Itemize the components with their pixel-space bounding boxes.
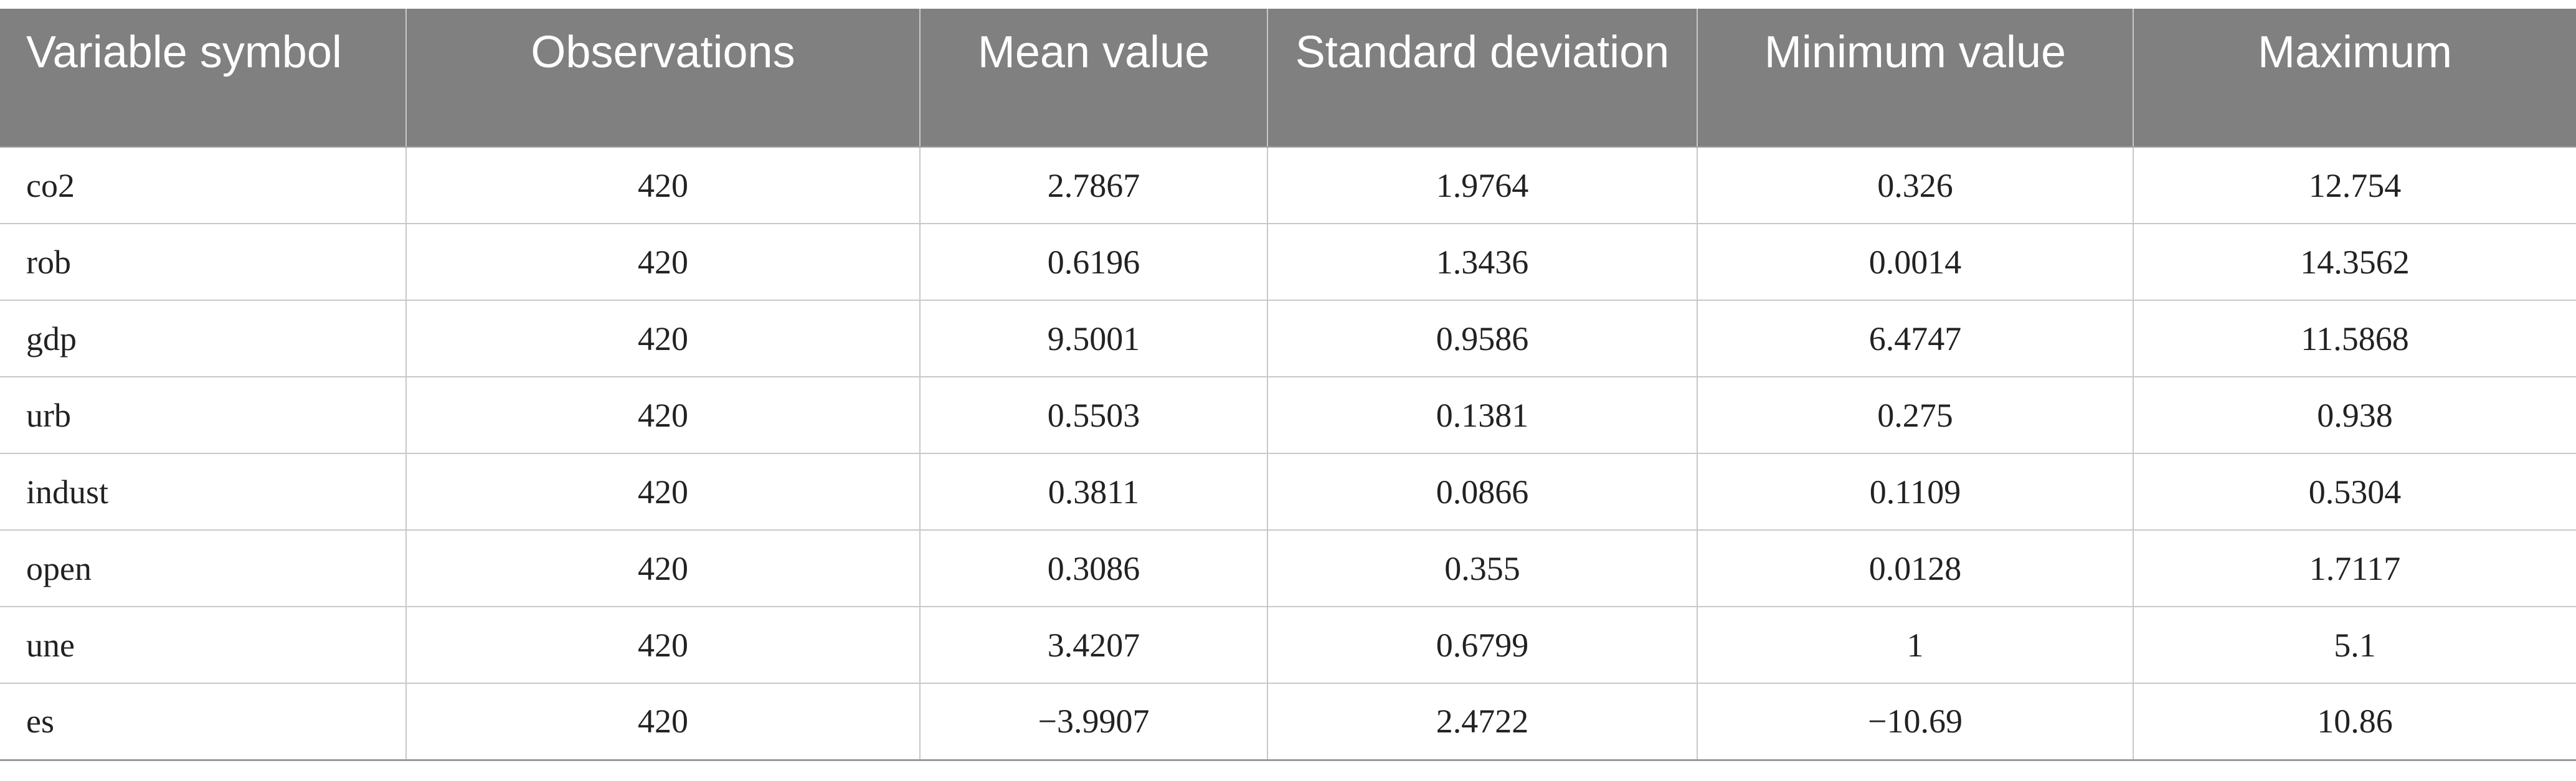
- cell-maximum: 0.938: [2133, 377, 2576, 454]
- cell-std-dev: 2.4722: [1267, 683, 1697, 761]
- cell-observations: 420: [405, 224, 920, 301]
- table-row: co2 420 2.7867 1.9764 0.326 12.754: [0, 147, 2576, 224]
- cell-maximum: 14.3562: [2133, 224, 2576, 301]
- cell-variable: une: [0, 607, 406, 684]
- table-row: rob 420 0.6196 1.3436 0.0014 14.3562: [0, 224, 2576, 301]
- cell-minimum: 0.1109: [1697, 453, 2133, 531]
- cell-maximum: 0.5304: [2133, 453, 2576, 531]
- cell-minimum: −10.69: [1697, 683, 2133, 761]
- cell-observations: 420: [405, 607, 920, 684]
- table-row: une 420 3.4207 0.6799 1 5.1: [0, 607, 2576, 684]
- cell-mean: 0.3086: [919, 530, 1267, 607]
- header-variable-symbol: Variable symbol: [0, 9, 406, 148]
- cell-minimum: 0.0014: [1697, 224, 2133, 301]
- cell-std-dev: 0.9586: [1267, 300, 1697, 377]
- cell-observations: 420: [405, 530, 920, 607]
- cell-observations: 420: [405, 683, 920, 761]
- cell-std-dev: 1.9764: [1267, 147, 1697, 224]
- cell-mean: 9.5001: [919, 300, 1267, 377]
- cell-minimum: 1: [1697, 607, 2133, 684]
- cell-minimum: 0.275: [1697, 377, 2133, 454]
- statistics-table-container: Variable symbol Observations Mean value …: [0, 9, 2576, 761]
- cell-variable: urb: [0, 377, 406, 454]
- cell-variable: es: [0, 683, 406, 761]
- table-row: open 420 0.3086 0.355 0.0128 1.7117: [0, 530, 2576, 607]
- cell-observations: 420: [405, 147, 920, 224]
- cell-mean: 0.5503: [919, 377, 1267, 454]
- cell-minimum: 0.0128: [1697, 530, 2133, 607]
- table-row: urb 420 0.5503 0.1381 0.275 0.938: [0, 377, 2576, 454]
- cell-maximum: 1.7117: [2133, 530, 2576, 607]
- descriptive-statistics-table: Variable symbol Observations Mean value …: [0, 9, 2576, 761]
- cell-variable: gdp: [0, 300, 406, 377]
- header-standard-deviation: Standard deviation: [1267, 9, 1697, 148]
- cell-mean: 2.7867: [919, 147, 1267, 224]
- cell-maximum: 11.5868: [2133, 300, 2576, 377]
- cell-maximum: 12.754: [2133, 147, 2576, 224]
- cell-variable: open: [0, 530, 406, 607]
- cell-minimum: 6.4747: [1697, 300, 2133, 377]
- table-header: Variable symbol Observations Mean value …: [0, 9, 2576, 148]
- header-mean-value: Mean value: [919, 9, 1267, 148]
- cell-minimum: 0.326: [1697, 147, 2133, 224]
- table-body: co2 420 2.7867 1.9764 0.326 12.754 rob 4…: [0, 147, 2576, 761]
- cell-observations: 420: [405, 377, 920, 454]
- table-row: gdp 420 9.5001 0.9586 6.4747 11.5868: [0, 300, 2576, 377]
- cell-observations: 420: [405, 453, 920, 531]
- cell-mean: 0.3811: [919, 453, 1267, 531]
- cell-mean: 0.6196: [919, 224, 1267, 301]
- header-maximum: Maximum: [2133, 9, 2576, 148]
- cell-std-dev: 1.3436: [1267, 224, 1697, 301]
- table-row: es 420 −3.9907 2.4722 −10.69 10.86: [0, 683, 2576, 761]
- cell-maximum: 5.1: [2133, 607, 2576, 684]
- cell-std-dev: 0.355: [1267, 530, 1697, 607]
- cell-mean: −3.9907: [919, 683, 1267, 761]
- cell-variable: co2: [0, 147, 406, 224]
- header-observations: Observations: [405, 9, 920, 148]
- cell-std-dev: 0.0866: [1267, 453, 1697, 531]
- cell-std-dev: 0.1381: [1267, 377, 1697, 454]
- cell-observations: 420: [405, 300, 920, 377]
- cell-maximum: 10.86: [2133, 683, 2576, 761]
- header-minimum-value: Minimum value: [1697, 9, 2133, 148]
- header-row: Variable symbol Observations Mean value …: [0, 9, 2576, 148]
- cell-variable: indust: [0, 453, 406, 531]
- cell-std-dev: 0.6799: [1267, 607, 1697, 684]
- cell-mean: 3.4207: [919, 607, 1267, 684]
- table-row: indust 420 0.3811 0.0866 0.1109 0.5304: [0, 453, 2576, 531]
- cell-variable: rob: [0, 224, 406, 301]
